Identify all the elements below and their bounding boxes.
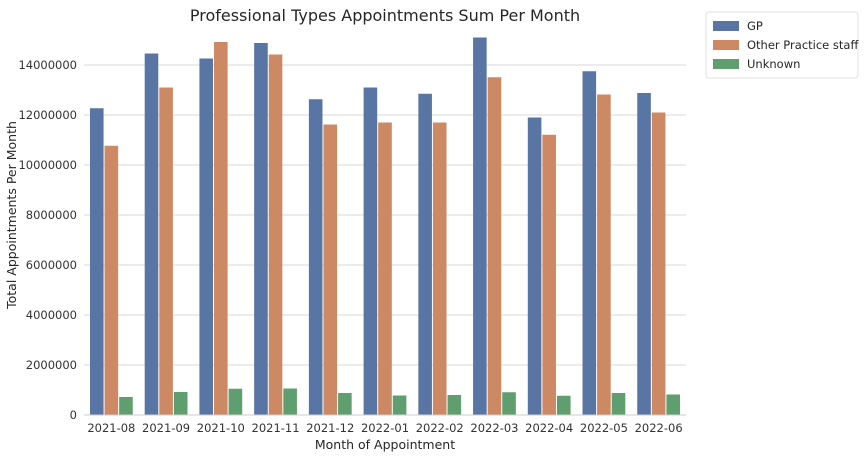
y-tick-label: 0 xyxy=(70,408,77,422)
bar-gp-2022-06 xyxy=(637,93,651,415)
bar-unknown-2021-10 xyxy=(228,388,243,415)
y-tick-label: 8000000 xyxy=(26,208,77,222)
legend-label: Other Practice staff xyxy=(747,38,859,52)
y-tick-label: 4000000 xyxy=(26,308,77,322)
bar-gp-2021-08 xyxy=(89,108,104,415)
legend-label: GP xyxy=(747,19,763,33)
y-axis-label: Total Appointments Per Month xyxy=(4,121,19,310)
bar-unknown-2022-01 xyxy=(392,395,407,415)
bar-unknown-2022-04 xyxy=(556,395,571,415)
x-tick-label: 2021-12 xyxy=(306,421,354,435)
x-tick-label: 2021-10 xyxy=(197,421,245,435)
bars xyxy=(89,37,681,415)
legend: GP Other Practice staff Unknown xyxy=(705,11,859,79)
bar-gp-2022-02 xyxy=(418,93,432,415)
bar-other-practice-staff-2022-01 xyxy=(378,122,392,415)
legend-swatch xyxy=(713,40,739,50)
bar-other-practice-staff-2021-10 xyxy=(214,42,228,415)
legend-swatch xyxy=(713,21,739,31)
y-axis-ticks: 0 2000000 4000000 6000000 8000000 10000000 120… xyxy=(18,58,77,422)
legend-label: Unknown xyxy=(747,57,800,71)
x-axis-ticks: 2021-08 2021-09 2021-10 2021-11 2021-12 2022-… xyxy=(87,421,682,435)
bar-unknown-2022-06 xyxy=(666,394,681,415)
x-tick-label: 2022-05 xyxy=(580,421,628,435)
bar-unknown-2021-08 xyxy=(119,397,133,415)
bar-gp-2021-10 xyxy=(199,58,214,415)
bar-unknown-2021-12 xyxy=(338,393,352,415)
chart-title: Professional Types Appointments Sum Per … xyxy=(190,6,580,25)
bar-unknown-2021-11 xyxy=(283,388,297,415)
x-tick-label: 2022-01 xyxy=(361,421,409,435)
bar-gp-2022-04 xyxy=(527,117,542,415)
bar-other-practice-staff-2022-04 xyxy=(542,134,556,415)
x-tick-label: 2022-02 xyxy=(416,421,464,435)
bar-other-practice-staff-2022-03 xyxy=(487,77,502,415)
x-tick-label: 2021-08 xyxy=(87,421,135,435)
legend-swatch xyxy=(713,59,739,69)
bar-other-practice-staff-2022-05 xyxy=(597,94,611,415)
y-tick-label: 6000000 xyxy=(26,258,77,272)
bar-gp-2021-09 xyxy=(144,53,159,415)
x-axis-label: Month of Appointment xyxy=(315,437,455,452)
bar-gp-2021-11 xyxy=(254,43,268,415)
bar-unknown-2022-03 xyxy=(502,392,516,415)
bar-other-practice-staff-2021-08 xyxy=(104,145,119,415)
legend-frame xyxy=(705,11,859,79)
y-tick-label: 2000000 xyxy=(26,358,77,372)
bar-other-practice-staff-2021-12 xyxy=(323,124,338,415)
bar-gp-2022-01 xyxy=(363,87,378,415)
y-tick-label: 10000000 xyxy=(18,158,77,172)
bar-other-practice-staff-2021-09 xyxy=(159,87,173,415)
bar-unknown-2022-05 xyxy=(611,393,626,415)
bar-unknown-2021-09 xyxy=(173,392,188,415)
y-tick-label: 12000000 xyxy=(18,108,77,122)
x-tick-label: 2022-06 xyxy=(635,421,683,435)
y-tick-label: 14000000 xyxy=(18,58,77,72)
bar-other-practice-staff-2022-02 xyxy=(432,122,447,415)
bar-other-practice-staff-2022-06 xyxy=(651,112,666,415)
bar-gp-2022-05 xyxy=(582,71,597,415)
x-tick-label: 2022-03 xyxy=(470,421,518,435)
x-tick-label: 2021-09 xyxy=(142,421,190,435)
x-tick-label: 2022-04 xyxy=(525,421,573,435)
bar-gp-2022-03 xyxy=(473,37,487,415)
bar-unknown-2022-02 xyxy=(447,395,462,415)
x-tick-label: 2021-11 xyxy=(252,421,300,435)
bar-other-practice-staff-2021-11 xyxy=(268,54,283,415)
bar-gp-2021-12 xyxy=(308,99,323,415)
